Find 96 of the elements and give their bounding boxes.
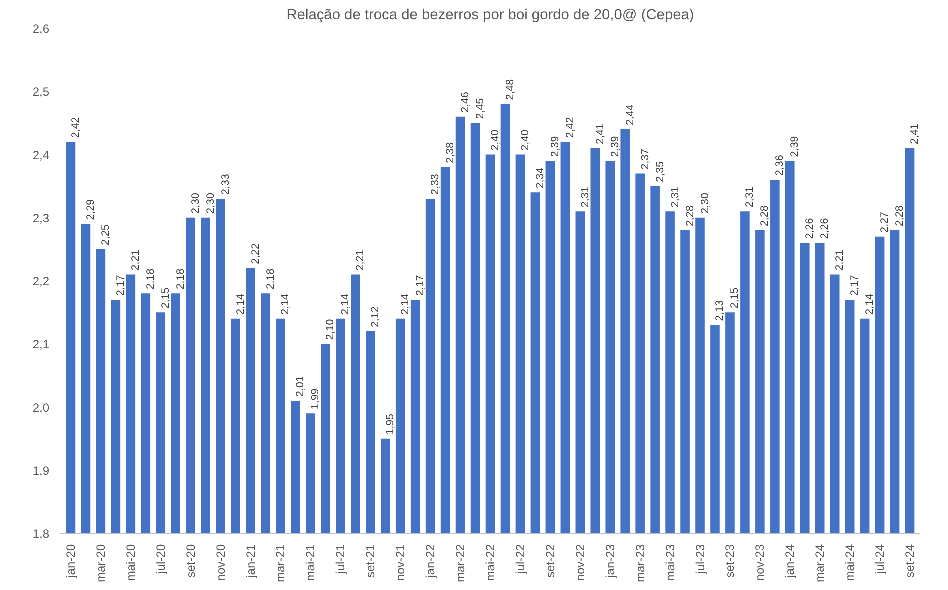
x-tick-label: jan-23 bbox=[603, 544, 618, 579]
data-label: 2,45 bbox=[474, 98, 487, 120]
data-label: 2,46 bbox=[460, 92, 472, 113]
x-tick-label: mai-22 bbox=[484, 544, 498, 582]
x-tick-label: jul-20 bbox=[154, 544, 168, 575]
data-label: 2,18 bbox=[144, 268, 157, 290]
x-tick-label: nov-22 bbox=[573, 544, 588, 582]
x-tick-label: set-21 bbox=[364, 544, 378, 578]
data-label: 2,36 bbox=[774, 155, 786, 176]
data-label: 2,40 bbox=[490, 130, 502, 151]
x-tick-label: jan-20 bbox=[64, 544, 78, 579]
data-label: 2,12 bbox=[370, 306, 382, 328]
x-tick-label: mar-23 bbox=[633, 544, 648, 583]
x-tick-label: set-20 bbox=[184, 544, 198, 578]
data-label: 2,48 bbox=[504, 79, 516, 100]
data-label: 2,37 bbox=[639, 148, 652, 170]
data-label: 1,99 bbox=[310, 388, 322, 410]
data-label: 2,21 bbox=[354, 250, 367, 271]
data-label: 2,39 bbox=[609, 136, 622, 158]
x-tick-label: jul-24 bbox=[873, 544, 888, 575]
data-label: 2,21 bbox=[130, 250, 142, 271]
y-tick-label: 1,9 bbox=[32, 464, 50, 478]
data-label: 2,30 bbox=[699, 193, 712, 214]
chart-title: Relação de troca de bezerros por boi gordo de 20,0@ (Cepea) bbox=[286, 8, 694, 24]
data-label: 2,28 bbox=[894, 206, 906, 226]
data-label: 2,42 bbox=[564, 117, 576, 138]
x-tick-label: mai-24 bbox=[843, 544, 858, 582]
data-label: 2,42 bbox=[70, 117, 82, 138]
x-tick-label: mar-21 bbox=[274, 544, 288, 583]
y-tick-label: 2,3 bbox=[32, 211, 50, 226]
data-label: 2,33 bbox=[430, 174, 442, 195]
data-label: 2,14 bbox=[280, 294, 292, 315]
data-label: 2,31 bbox=[579, 186, 592, 208]
y-tick-label: 2,5 bbox=[32, 85, 50, 100]
x-tick-label: jul-22 bbox=[513, 544, 528, 575]
data-label: 2,10 bbox=[324, 319, 337, 340]
data-label: 2,18 bbox=[174, 268, 187, 290]
data-label: 1,95 bbox=[384, 414, 397, 435]
data-label: 2,17 bbox=[849, 275, 862, 296]
data-label: 2,17 bbox=[114, 275, 127, 296]
data-label: 2,39 bbox=[549, 136, 562, 158]
data-label: 2,40 bbox=[519, 130, 532, 151]
data-label: 2,17 bbox=[414, 275, 427, 296]
data-label: 2,41 bbox=[594, 124, 606, 144]
data-label: 2,28 bbox=[684, 206, 696, 226]
data-label: 2,41 bbox=[909, 124, 922, 144]
x-tick-label: mar-22 bbox=[454, 544, 468, 583]
y-tick-label: 2,2 bbox=[32, 274, 50, 288]
data-label: 2,44 bbox=[624, 104, 636, 126]
data-label: 2,14 bbox=[400, 294, 412, 315]
data-label: 2,25 bbox=[100, 224, 112, 246]
x-tick-label: nov-20 bbox=[214, 544, 228, 582]
data-label: 2,39 bbox=[789, 136, 802, 158]
data-label: 2,31 bbox=[669, 186, 682, 208]
data-label: 2,15 bbox=[729, 288, 742, 309]
data-label: 2,27 bbox=[879, 212, 892, 233]
x-tick-label: nov-23 bbox=[753, 544, 768, 582]
y-tick-label: 1,8 bbox=[32, 527, 50, 541]
data-label: 2,14 bbox=[340, 294, 352, 315]
x-tick-label: set-24 bbox=[903, 544, 918, 578]
data-label: 2,38 bbox=[444, 142, 457, 164]
x-tick-label: jul-21 bbox=[334, 544, 348, 575]
x-tick-label: mai-20 bbox=[124, 544, 138, 582]
x-tick-label: mai-23 bbox=[663, 544, 678, 582]
x-tick-label: mai-21 bbox=[304, 544, 318, 582]
data-label: 2,31 bbox=[744, 186, 756, 208]
data-label: 2,30 bbox=[190, 193, 202, 214]
data-label: 2,22 bbox=[250, 244, 262, 264]
data-label: 2,26 bbox=[804, 218, 816, 240]
x-tick-label: set-23 bbox=[723, 544, 738, 578]
data-label: 2,01 bbox=[294, 376, 307, 397]
data-label: 2,34 bbox=[534, 168, 546, 189]
data-label: 2,29 bbox=[84, 199, 97, 220]
x-tick-label: jan-21 bbox=[244, 544, 258, 579]
data-label: 2,35 bbox=[654, 162, 666, 182]
x-tick-label: jan-24 bbox=[783, 544, 798, 579]
data-label: 2,14 bbox=[234, 294, 247, 315]
y-tick-label: 2,0 bbox=[32, 400, 50, 415]
data-label: 2,13 bbox=[714, 300, 726, 322]
y-tick-label: 2,4 bbox=[32, 148, 50, 162]
data-label: 2,18 bbox=[264, 268, 277, 290]
x-tick-label: mar-24 bbox=[813, 544, 828, 583]
x-tick-label: set-22 bbox=[543, 544, 558, 578]
y-tick-label: 2,1 bbox=[32, 338, 50, 352]
data-label: 2,15 bbox=[160, 288, 172, 309]
data-label: 2,21 bbox=[834, 250, 846, 271]
x-tick-label: jul-23 bbox=[693, 544, 708, 575]
data-label: 2,28 bbox=[759, 206, 772, 226]
data-label: 2,30 bbox=[204, 193, 217, 214]
x-tick-label: mar-20 bbox=[94, 544, 108, 583]
x-tick-label: nov-21 bbox=[394, 544, 408, 582]
data-label: 2,14 bbox=[864, 294, 876, 315]
y-tick-label: 2,6 bbox=[32, 22, 50, 36]
data-label: 2,26 bbox=[819, 218, 832, 240]
x-tick-label: jan-22 bbox=[424, 544, 438, 579]
data-label: 2,33 bbox=[220, 174, 232, 195]
